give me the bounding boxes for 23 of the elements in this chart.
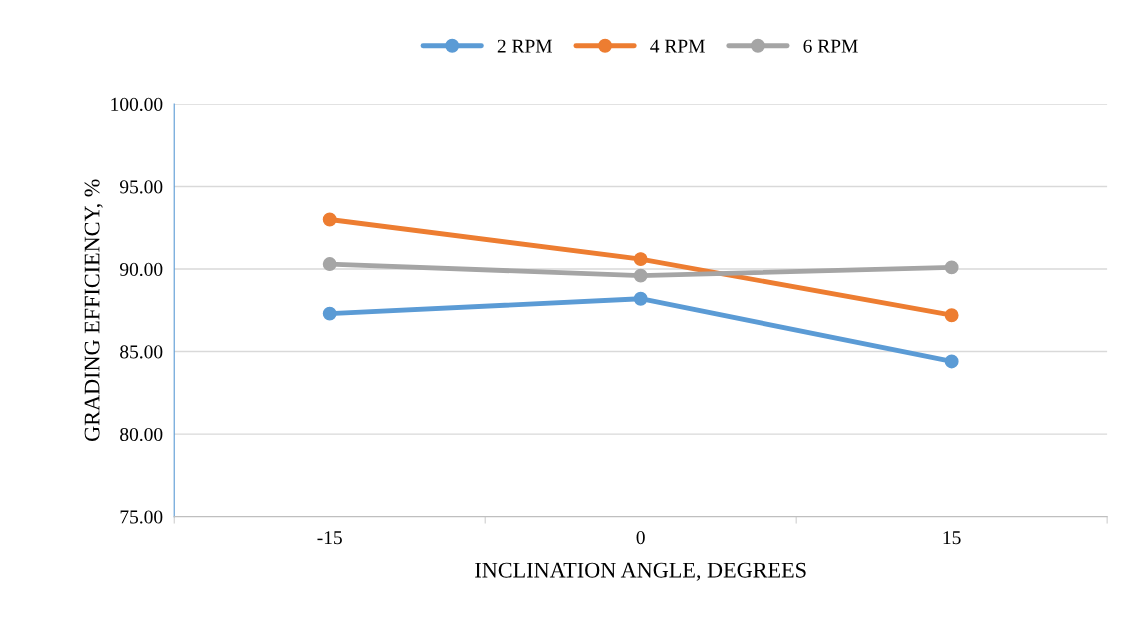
y-tick-label: 80.00 bbox=[120, 427, 163, 442]
point bbox=[322, 212, 337, 227]
y-tick-label: 85.00 bbox=[120, 345, 163, 359]
point bbox=[633, 268, 648, 283]
point bbox=[322, 306, 337, 321]
y-tick-label: 90.00 bbox=[119, 262, 163, 277]
y-axis-title: GRADING EFFICIENCY, % bbox=[84, 179, 103, 441]
point bbox=[633, 291, 648, 306]
legend-label: 4 RPM bbox=[650, 39, 705, 53]
y-tick-label: 75.00 bbox=[120, 510, 163, 524]
legend-label: 6 RPM bbox=[803, 39, 858, 53]
y-tick-label: 95.00 bbox=[119, 180, 163, 194]
point bbox=[633, 252, 648, 267]
point bbox=[322, 257, 337, 272]
x-tick-label: -15 bbox=[317, 531, 342, 545]
point bbox=[944, 354, 959, 369]
y-tick-label: 100.00 bbox=[111, 97, 163, 111]
x-axis-title: INCLINATION ANGLE, DEGREES bbox=[475, 562, 806, 581]
x-tick-label: 0 bbox=[636, 531, 645, 545]
point bbox=[944, 260, 959, 275]
point bbox=[944, 308, 959, 323]
x-tick-label: 15 bbox=[943, 531, 961, 545]
legend-label: 2 RPM bbox=[497, 39, 552, 53]
